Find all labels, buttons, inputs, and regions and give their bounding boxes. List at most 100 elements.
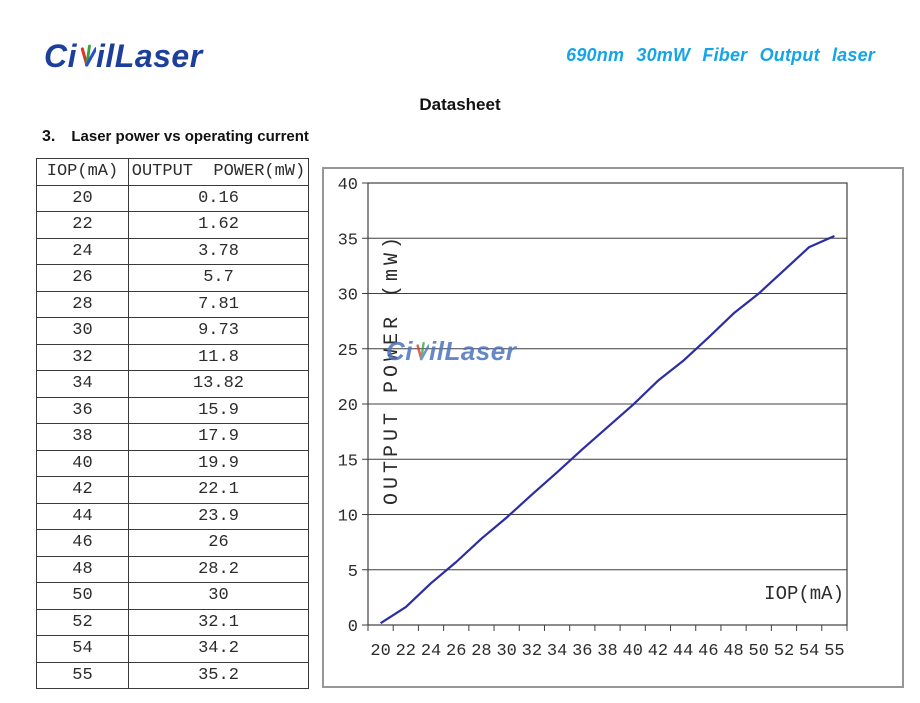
table-row: 44 23.9	[36, 502, 309, 530]
power-vs-current-chart: 0 5 10 15 20 25 30 35 40 20 22 24 26 28 30 32 34 36 38 40 42…	[322, 167, 904, 688]
plot-border	[367, 182, 848, 626]
x-tick-label: 20	[370, 642, 390, 661]
cell-output-power: 30	[128, 582, 309, 610]
table-row: 42 22.1	[36, 476, 309, 504]
x-tick-label: 24	[421, 642, 441, 661]
cell-output-power: 0.16	[128, 184, 309, 212]
cell-output-power: 28.2	[128, 555, 309, 583]
table-row: 38 17.9	[36, 423, 309, 451]
cell-iop: 40	[36, 449, 129, 477]
table-row: 55 35.2	[36, 661, 309, 689]
cell-output-power: 26	[128, 529, 309, 557]
y-tick-label: 40	[338, 176, 358, 195]
x-tick-label: 34	[547, 642, 567, 661]
cell-iop: 52	[36, 608, 129, 636]
logo-v-icon	[78, 43, 96, 69]
chart-canvas: 0 5 10 15 20 25 30 35 40 20 22 24 26 28 30 32 34 36 38 40 42…	[338, 176, 848, 661]
table-row: 30 9.73	[36, 317, 309, 345]
chart-watermark: Ci ilLaser	[386, 338, 516, 364]
product-title: 690nm 30mW Fiber Output laser	[566, 45, 875, 65]
x-tick-label: 26	[446, 642, 466, 661]
x-tick-label: 55	[824, 642, 844, 661]
watermark-text-ci: Ci	[386, 336, 413, 366]
logo-text-il: il	[96, 38, 115, 74]
x-tick-label: 30	[496, 642, 516, 661]
cell-output-power: 13.82	[128, 370, 309, 398]
power-curve	[380, 234, 835, 625]
cell-iop: 32	[36, 343, 129, 371]
table-row: 50 30	[36, 582, 309, 610]
x-tick-label: 32	[522, 642, 542, 661]
cell-iop: 55	[36, 661, 129, 689]
section-heading: 3. Laser power vs operating current	[42, 128, 309, 146]
y-tick-label: 35	[338, 231, 358, 250]
datasheet-title: Datasheet	[419, 95, 501, 114]
cell-output-power: 22.1	[128, 476, 309, 504]
table-row: 24 3.78	[36, 237, 309, 265]
cell-iop: 24	[36, 237, 129, 265]
table-row: 52 32.1	[36, 608, 309, 636]
cell-output-power: 1.62	[128, 211, 309, 239]
x-tick-label: 28	[471, 642, 491, 661]
cell-output-power: 3.78	[128, 237, 309, 265]
table-row: 20 0.16	[36, 184, 309, 212]
x-tick-label: 44	[673, 642, 693, 661]
section-title: Laser power vs operating current	[71, 128, 309, 145]
cell-iop: 46	[36, 529, 129, 557]
y-tick-label: 20	[338, 397, 358, 416]
table-row: 48 28.2	[36, 555, 309, 583]
x-tick-label: 54	[799, 642, 819, 661]
y-tick-label: 25	[338, 342, 358, 361]
logo-text-ci: Ci	[44, 38, 77, 74]
power-vs-current-table: IOP(mA) OUTPUT POWER(mW) 20 0.16 22 1.62 24 3.…	[36, 158, 309, 689]
x-tick-label: 48	[723, 642, 743, 661]
cell-output-power: 7.81	[128, 290, 309, 318]
cell-iop: 28	[36, 290, 129, 318]
cell-iop: 22	[36, 211, 129, 239]
table-header-row: IOP(mA) OUTPUT POWER(mW)	[36, 158, 309, 186]
cell-output-power: 32.1	[128, 608, 309, 636]
cell-output-power: 35.2	[128, 661, 309, 689]
table-row: 40 19.9	[36, 449, 309, 477]
civillaser-logo: Ci ilLaser	[44, 40, 203, 72]
cell-iop: 50	[36, 582, 129, 610]
x-tick-label: 40	[623, 642, 643, 661]
x-tick-label: 38	[597, 642, 617, 661]
cell-output-power: 19.9	[128, 449, 309, 477]
cell-iop: 30	[36, 317, 129, 345]
cell-iop: 36	[36, 396, 129, 424]
y-tick-label: 5	[348, 563, 358, 582]
table-row: 46 26	[36, 529, 309, 557]
table-header-cell-0: IOP(mA)	[36, 158, 129, 186]
y-tick-label: 15	[338, 452, 358, 471]
table-row: 22 1.62	[36, 211, 309, 239]
watermark-text-laser: Laser	[444, 336, 517, 366]
cell-iop: 34	[36, 370, 129, 398]
cell-output-power: 23.9	[128, 502, 309, 530]
cell-output-power: 15.9	[128, 396, 309, 424]
y-tick-label: 30	[338, 287, 358, 306]
x-tick-label: 50	[749, 642, 769, 661]
cell-output-power: 17.9	[128, 423, 309, 451]
y-tick-label: 0	[348, 618, 358, 637]
cell-output-power: 9.73	[128, 317, 309, 345]
cell-output-power: 34.2	[128, 635, 309, 663]
cell-iop: 42	[36, 476, 129, 504]
table-row: 34 13.82	[36, 370, 309, 398]
table-row: 36 15.9	[36, 396, 309, 424]
cell-iop: 54	[36, 635, 129, 663]
y-axis-title: OUTPUT POWER (mW)	[381, 233, 404, 505]
table-row: 28 7.81	[36, 290, 309, 318]
table-row: 54 34.2	[36, 635, 309, 663]
cell-iop: 26	[36, 264, 129, 292]
watermark-text-il: il	[429, 336, 445, 366]
x-tick-label: 46	[698, 642, 718, 661]
logo-text-laser: Laser	[114, 38, 203, 74]
cell-iop: 48	[36, 555, 129, 583]
y-tick-label: 10	[338, 508, 358, 527]
cell-iop: 38	[36, 423, 129, 451]
x-tick-label: 52	[774, 642, 794, 661]
cell-iop: 20	[36, 184, 129, 212]
x-tick-label: 42	[648, 642, 668, 661]
section-number: 3.	[42, 128, 56, 145]
